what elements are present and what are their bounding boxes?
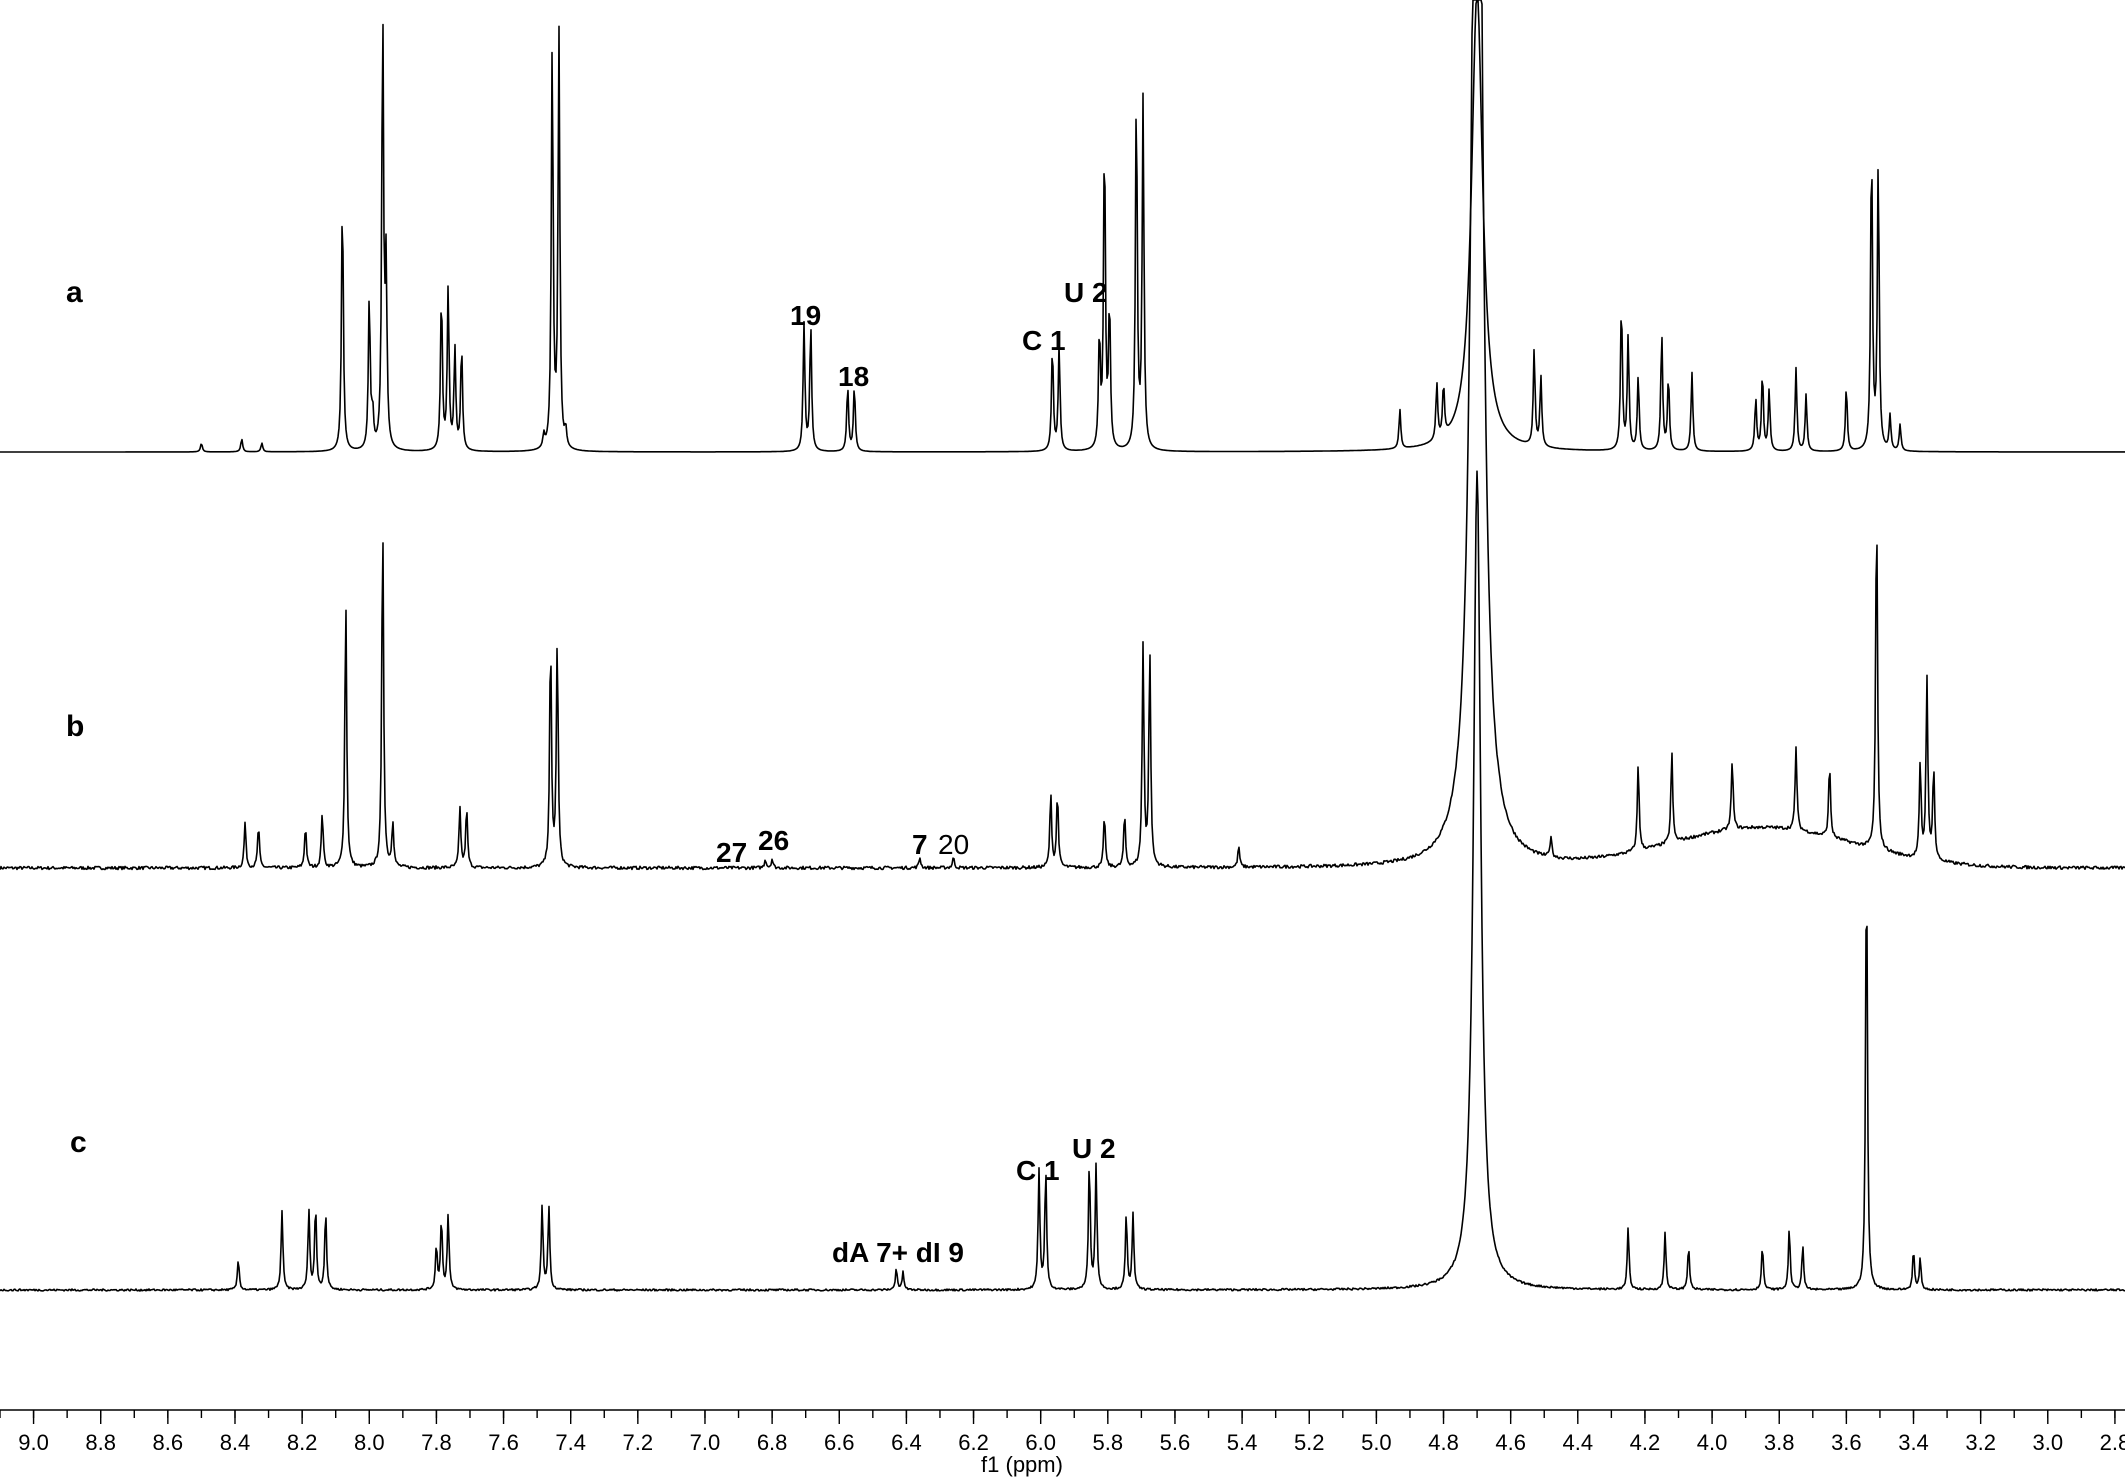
trace-label-a: a — [66, 276, 83, 309]
annotation-c-c1: C 1 — [1016, 1155, 1060, 1186]
annotation-b-27: 27 — [716, 837, 747, 868]
annotation-a-18: 18 — [838, 361, 869, 392]
x-tick-label: 8.0 — [354, 1430, 385, 1455]
x-tick-label: 7.0 — [690, 1430, 721, 1455]
x-tick-label: 8.6 — [153, 1430, 184, 1455]
x-tick-label: 5.4 — [1227, 1430, 1258, 1455]
x-tick-label: 6.6 — [824, 1430, 855, 1455]
x-axis-ticks: 9.0 8.8 8.6 8.4 8.2 8.0 7.8 7.6 7.4 7.2 7.0 6.8 6.6 6… — [0, 1410, 2125, 1455]
x-axis-title: f1 (ppm) — [981, 1452, 1063, 1477]
x-tick-label: 8.8 — [85, 1430, 116, 1455]
trace-label-b: b — [66, 710, 84, 743]
trace-labels: a b c — [66, 276, 87, 1159]
annotation-c-da7-di9: dA 7+ dI 9 — [832, 1237, 964, 1268]
annotation-a-c1: C 1 — [1022, 325, 1066, 356]
annotation-c-u2: U 2 — [1072, 1133, 1116, 1164]
x-tick-label: 4.6 — [1495, 1430, 1526, 1455]
peak-annotations: 19 18 C 1 U 2 27 26 7 20 dA 7+ dI 9 C 1 … — [716, 277, 1116, 1268]
x-tick-label: 7.6 — [488, 1430, 519, 1455]
spectrum-trace-a — [0, 0, 2125, 453]
x-tick-label: 3.6 — [1831, 1430, 1862, 1455]
x-tick-label: 5.8 — [1093, 1430, 1124, 1455]
x-tick-label: 9.0 — [18, 1430, 49, 1455]
annotation-b-20: 20 — [938, 829, 969, 860]
spectrum-trace-c — [0, 470, 2125, 1292]
x-tick-label: 4.4 — [1563, 1430, 1594, 1455]
x-tick-label: 6.4 — [891, 1430, 922, 1455]
x-tick-label: 4.8 — [1428, 1430, 1459, 1455]
x-tick-label: 3.4 — [1898, 1430, 1929, 1455]
annotation-b-7: 7 — [912, 829, 928, 860]
x-tick-label: 7.2 — [623, 1430, 654, 1455]
x-tick-label: 7.4 — [555, 1430, 586, 1455]
x-tick-label: 3.2 — [1965, 1430, 1996, 1455]
x-tick-label: 3.0 — [2032, 1430, 2063, 1455]
x-tick-label: 5.2 — [1294, 1430, 1325, 1455]
x-tick-label: 4.2 — [1630, 1430, 1661, 1455]
x-tick-label: 6.2 — [958, 1430, 989, 1455]
x-tick-label: 2.8 — [2100, 1430, 2125, 1455]
x-axis: 9.0 8.8 8.6 8.4 8.2 8.0 7.8 7.6 7.4 7.2 7.0 6.8 6.6 6… — [0, 1409, 2125, 1477]
x-tick-label: 6.8 — [757, 1430, 788, 1455]
x-tick-label: 5.0 — [1361, 1430, 1392, 1455]
x-tick-label: 3.8 — [1764, 1430, 1795, 1455]
x-tick-label: 5.6 — [1160, 1430, 1191, 1455]
x-tick-label: 6.0 — [1025, 1430, 1056, 1455]
annotation-b-26: 26 — [758, 825, 789, 856]
x-tick-label: 8.4 — [220, 1430, 251, 1455]
x-tick-label: 4.0 — [1697, 1430, 1728, 1455]
x-tick-label: 8.2 — [287, 1430, 318, 1455]
annotation-a-u2: U 2 — [1064, 277, 1108, 308]
x-tick-label: 7.8 — [421, 1430, 452, 1455]
annotation-a-19: 19 — [790, 300, 821, 331]
spectrum-trace-b — [0, 0, 2125, 871]
spectrum-traces — [0, 0, 2125, 1292]
trace-label-c: c — [70, 1126, 87, 1159]
